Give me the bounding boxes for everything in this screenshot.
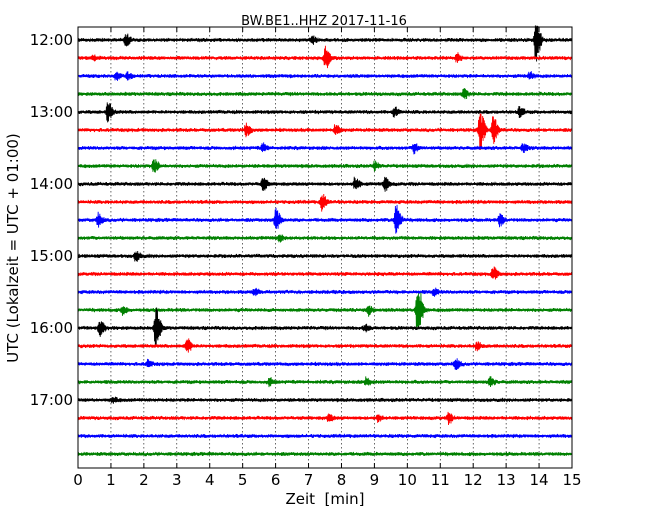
seismogram-trace (77, 266, 573, 280)
x-tick-label: 11 (431, 471, 450, 489)
seismogram-trace (77, 88, 573, 100)
x-tick-label: 7 (304, 471, 314, 489)
y-tick-label: 16:00 (30, 319, 73, 337)
seismogram-trace (77, 451, 573, 457)
y-axis-ticks: 12:00 13:00 14:00 15:00 16:00 17:00 (30, 31, 572, 409)
x-axis-ticks: 0 1 2 3 4 5 6 7 8 9 10 11 12 13 14 15 (73, 27, 582, 489)
seismogram-trace (77, 25, 573, 62)
seismogram-trace (77, 159, 573, 173)
y-tick-label: 17:00 (30, 391, 73, 409)
seismogram-trace (77, 292, 573, 330)
seismogram-trace (77, 45, 573, 69)
x-tick-label: 9 (370, 471, 380, 489)
x-axis-label: Zeit [min] (285, 490, 364, 508)
seismogram-trace (77, 396, 573, 404)
x-tick-label: 14 (530, 471, 549, 489)
seismogram-trace (77, 411, 573, 425)
x-tick-label: 8 (337, 471, 347, 489)
seismogram-trace (77, 358, 573, 370)
seismogram-trace (77, 251, 573, 262)
x-tick-label: 10 (398, 471, 417, 489)
seismogram-trace (77, 338, 573, 353)
y-tick-label: 13:00 (30, 103, 73, 121)
seismogram-trace (77, 204, 573, 234)
x-tick-label: 0 (73, 471, 83, 489)
seismogram-trace (77, 234, 573, 243)
seismogram-trace (77, 287, 573, 297)
x-tick-label: 5 (238, 471, 248, 489)
seismogram-trace (77, 307, 573, 348)
x-tick-label: 13 (497, 471, 516, 489)
x-tick-label: 15 (562, 471, 581, 489)
seismogram-trace (77, 194, 573, 212)
y-tick-label: 12:00 (30, 31, 73, 49)
y-tick-label: 15:00 (30, 247, 73, 265)
x-tick-label: 2 (139, 471, 149, 489)
seismogram-trace (77, 376, 573, 388)
x-tick-label: 3 (172, 471, 182, 489)
seismogram-trace (77, 142, 573, 155)
chart-title: BW.BE1..HHZ 2017-11-16 (241, 14, 407, 29)
x-tick-label: 4 (205, 471, 215, 489)
seismogram-trace (77, 71, 573, 81)
seismogram-trace (77, 113, 573, 150)
y-axis-label: UTC (Lokalzeit = UTC + 01:00) (4, 133, 22, 363)
plot-frame (77, 26, 573, 469)
x-tick-label: 1 (106, 471, 116, 489)
y-tick-label: 14:00 (30, 175, 73, 193)
seismogram-trace (77, 433, 573, 439)
seismogram-trace (77, 102, 573, 123)
seismogram-trace (77, 176, 573, 192)
x-tick-label: 6 (271, 471, 281, 489)
grid-lines (110, 27, 540, 468)
x-tick-label: 12 (464, 471, 483, 489)
seismogram-traces (77, 25, 573, 457)
